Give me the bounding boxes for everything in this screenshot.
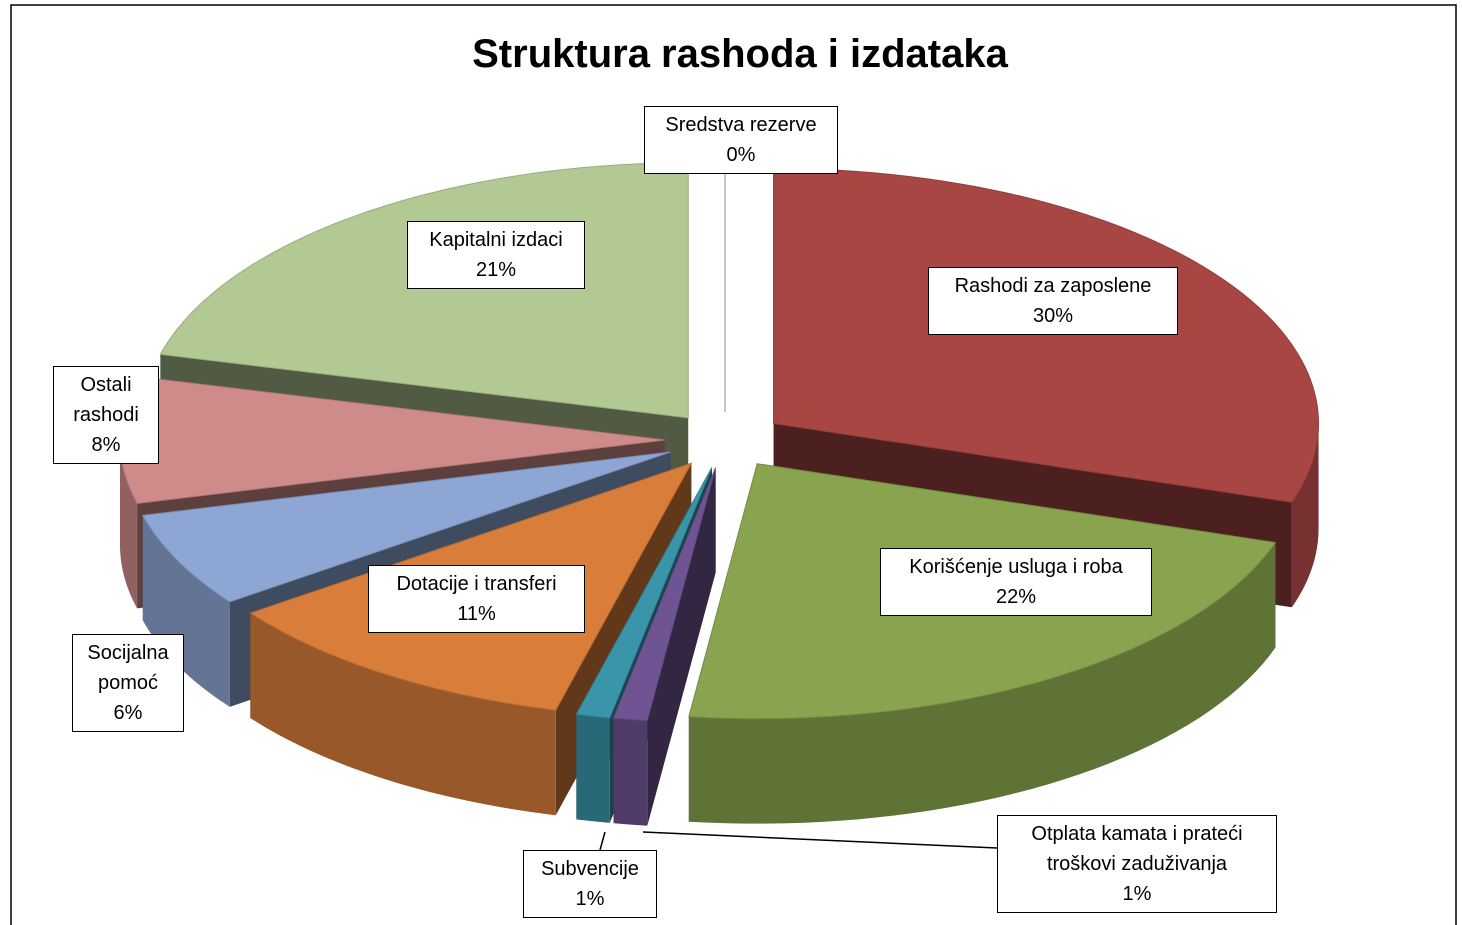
- data-label: Otplata kamata i prateći troškovi zaduži…: [997, 815, 1277, 913]
- label-name: Ostali rashodi: [73, 374, 139, 426]
- data-label: Socijalna pomoć 6%: [72, 634, 184, 732]
- slice-wall: [688, 542, 1276, 824]
- label-name: Korišćenje usluga i roba: [909, 556, 1123, 578]
- chart-title: Struktura rashoda i izdataka: [472, 32, 1008, 76]
- label-value: 1%: [1122, 883, 1152, 905]
- label-name: Subvencije: [541, 858, 639, 880]
- slice: [612, 467, 717, 722]
- slice-wall: [1291, 423, 1319, 608]
- slice-wall: [142, 515, 230, 707]
- slice: [773, 167, 1320, 503]
- data-label: Rashodi za zaposlene 30%: [928, 267, 1178, 335]
- leader-line: [599, 831, 606, 851]
- pie: [119, 156, 1320, 826]
- label-name: Socijalna pomoć: [87, 642, 169, 694]
- data-label: Korišćenje usluga i roba 22%: [880, 548, 1152, 616]
- label-value: 0%: [726, 144, 756, 166]
- label-value: 6%: [113, 702, 143, 724]
- slice: [575, 467, 713, 719]
- label-name: Kapitalni izdaci: [429, 229, 563, 251]
- label-value: 11%: [457, 603, 496, 625]
- data-label: Dotacije i transferi 11%: [368, 565, 585, 633]
- slice-wall: [250, 613, 556, 816]
- data-label: Kapitalni izdaci 21%: [407, 221, 585, 289]
- leader-line: [642, 831, 998, 849]
- slice-wall: [576, 714, 610, 823]
- data-label: Sredstva rezerve 0%: [644, 106, 838, 174]
- label-name: Sredstva rezerve: [665, 114, 817, 136]
- label-name: Otplata kamata i prateći troškovi zaduži…: [1031, 823, 1243, 875]
- label-value: 8%: [91, 434, 121, 456]
- label-value: 22%: [995, 586, 1037, 608]
- chart-border: [10, 4, 1457, 925]
- slice-wall: [613, 718, 648, 826]
- data-label: Ostali rashodi 8%: [53, 366, 159, 464]
- label-name: Dotacije i transferi: [396, 573, 557, 595]
- slice-wall: [120, 440, 138, 609]
- label-value: 21%: [475, 259, 517, 281]
- label-value: 1%: [575, 888, 605, 910]
- data-label: Subvencije 1%: [523, 850, 657, 918]
- label-value: 30%: [1032, 305, 1074, 327]
- slice: [142, 451, 671, 603]
- label-name: Rashodi za zaposlene: [954, 275, 1152, 297]
